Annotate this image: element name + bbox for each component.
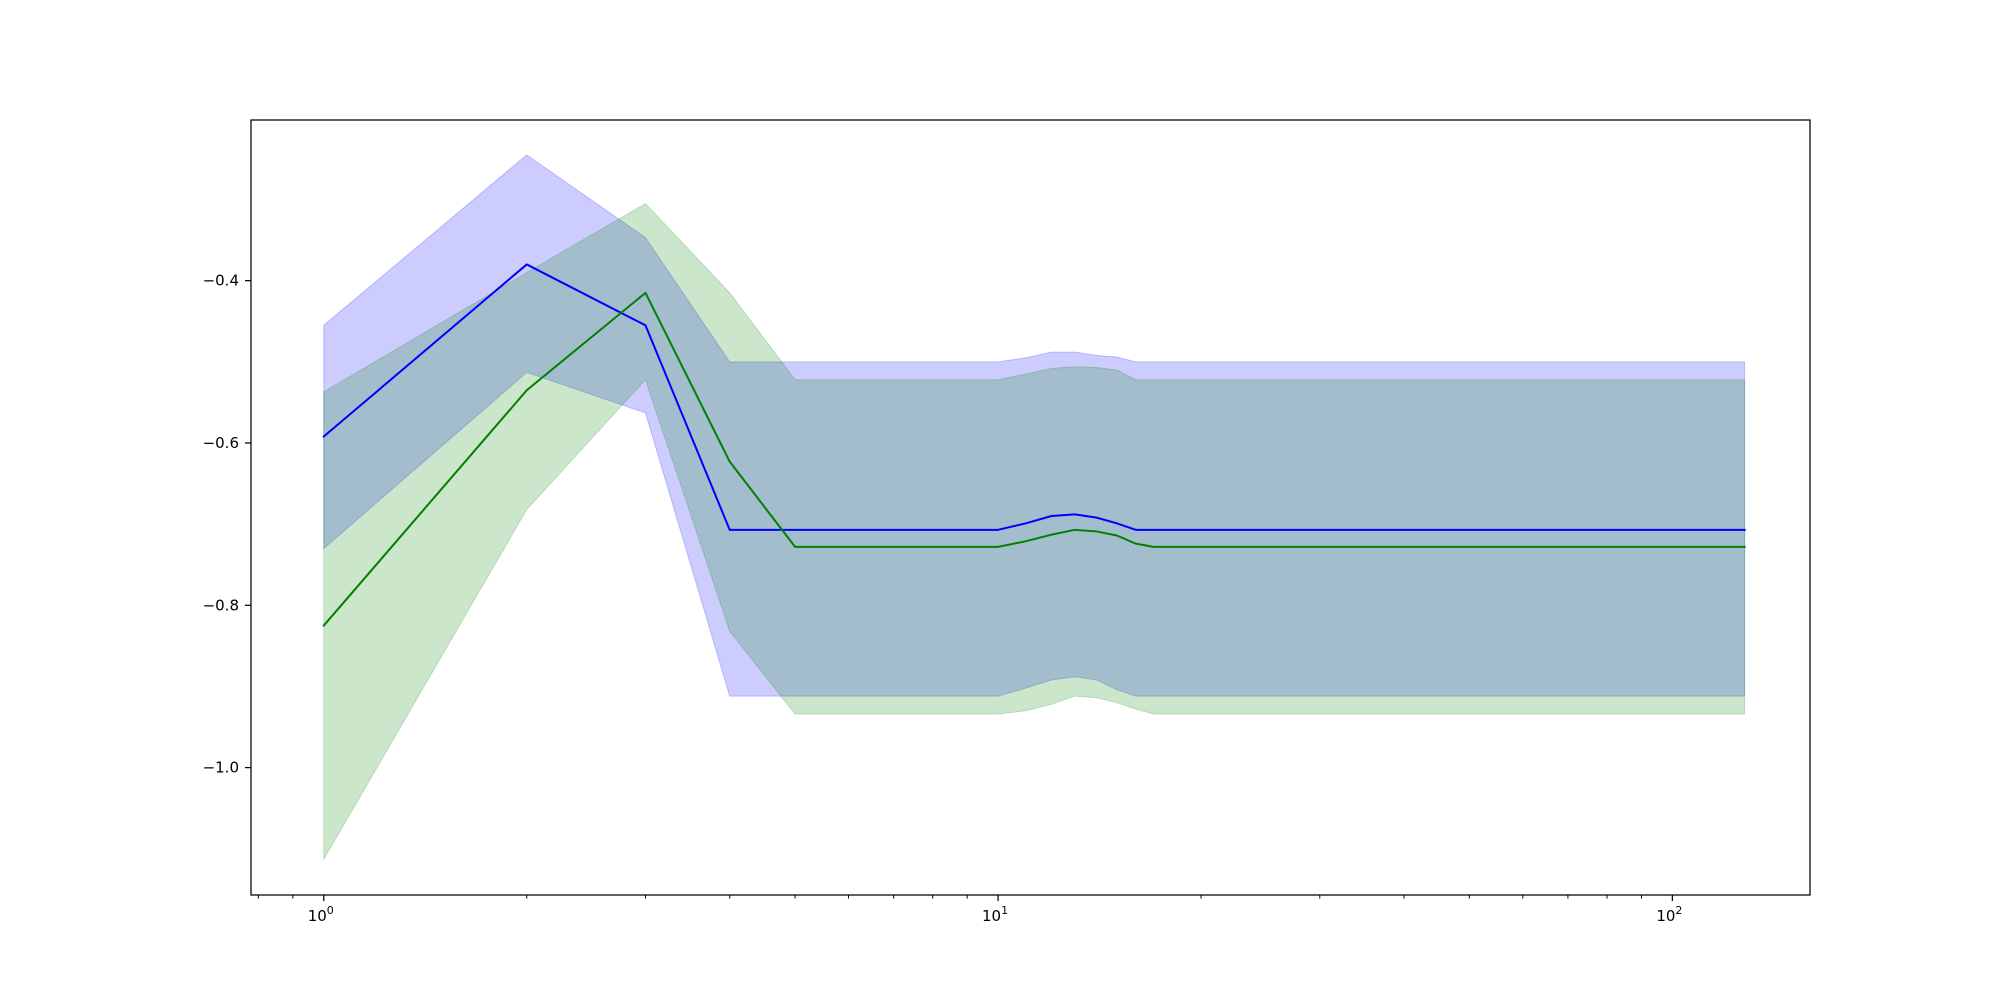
series-1-band <box>323 154 1746 697</box>
series-2-band <box>323 202 1746 862</box>
y-tick-label: −1.0 <box>203 759 239 777</box>
y-tick-label: −0.8 <box>203 596 239 614</box>
series-2-line <box>322 291 1746 627</box>
plot-area <box>251 120 1810 895</box>
x-tick-label: 101 <box>982 904 1008 925</box>
x-tick-label: 100 <box>308 904 334 925</box>
y-tick-label: −0.4 <box>203 272 239 290</box>
confidence-bands <box>323 154 1746 862</box>
series-1-line <box>322 263 1746 531</box>
plot-frame <box>250 119 1811 896</box>
series-lines <box>322 263 1746 627</box>
axis-ticks: −0.4 −0.6 −0.8 −1.0 100 101 102 <box>203 272 1683 925</box>
x-tick-label: 102 <box>1656 904 1682 925</box>
y-tick-label: −0.6 <box>203 434 239 452</box>
